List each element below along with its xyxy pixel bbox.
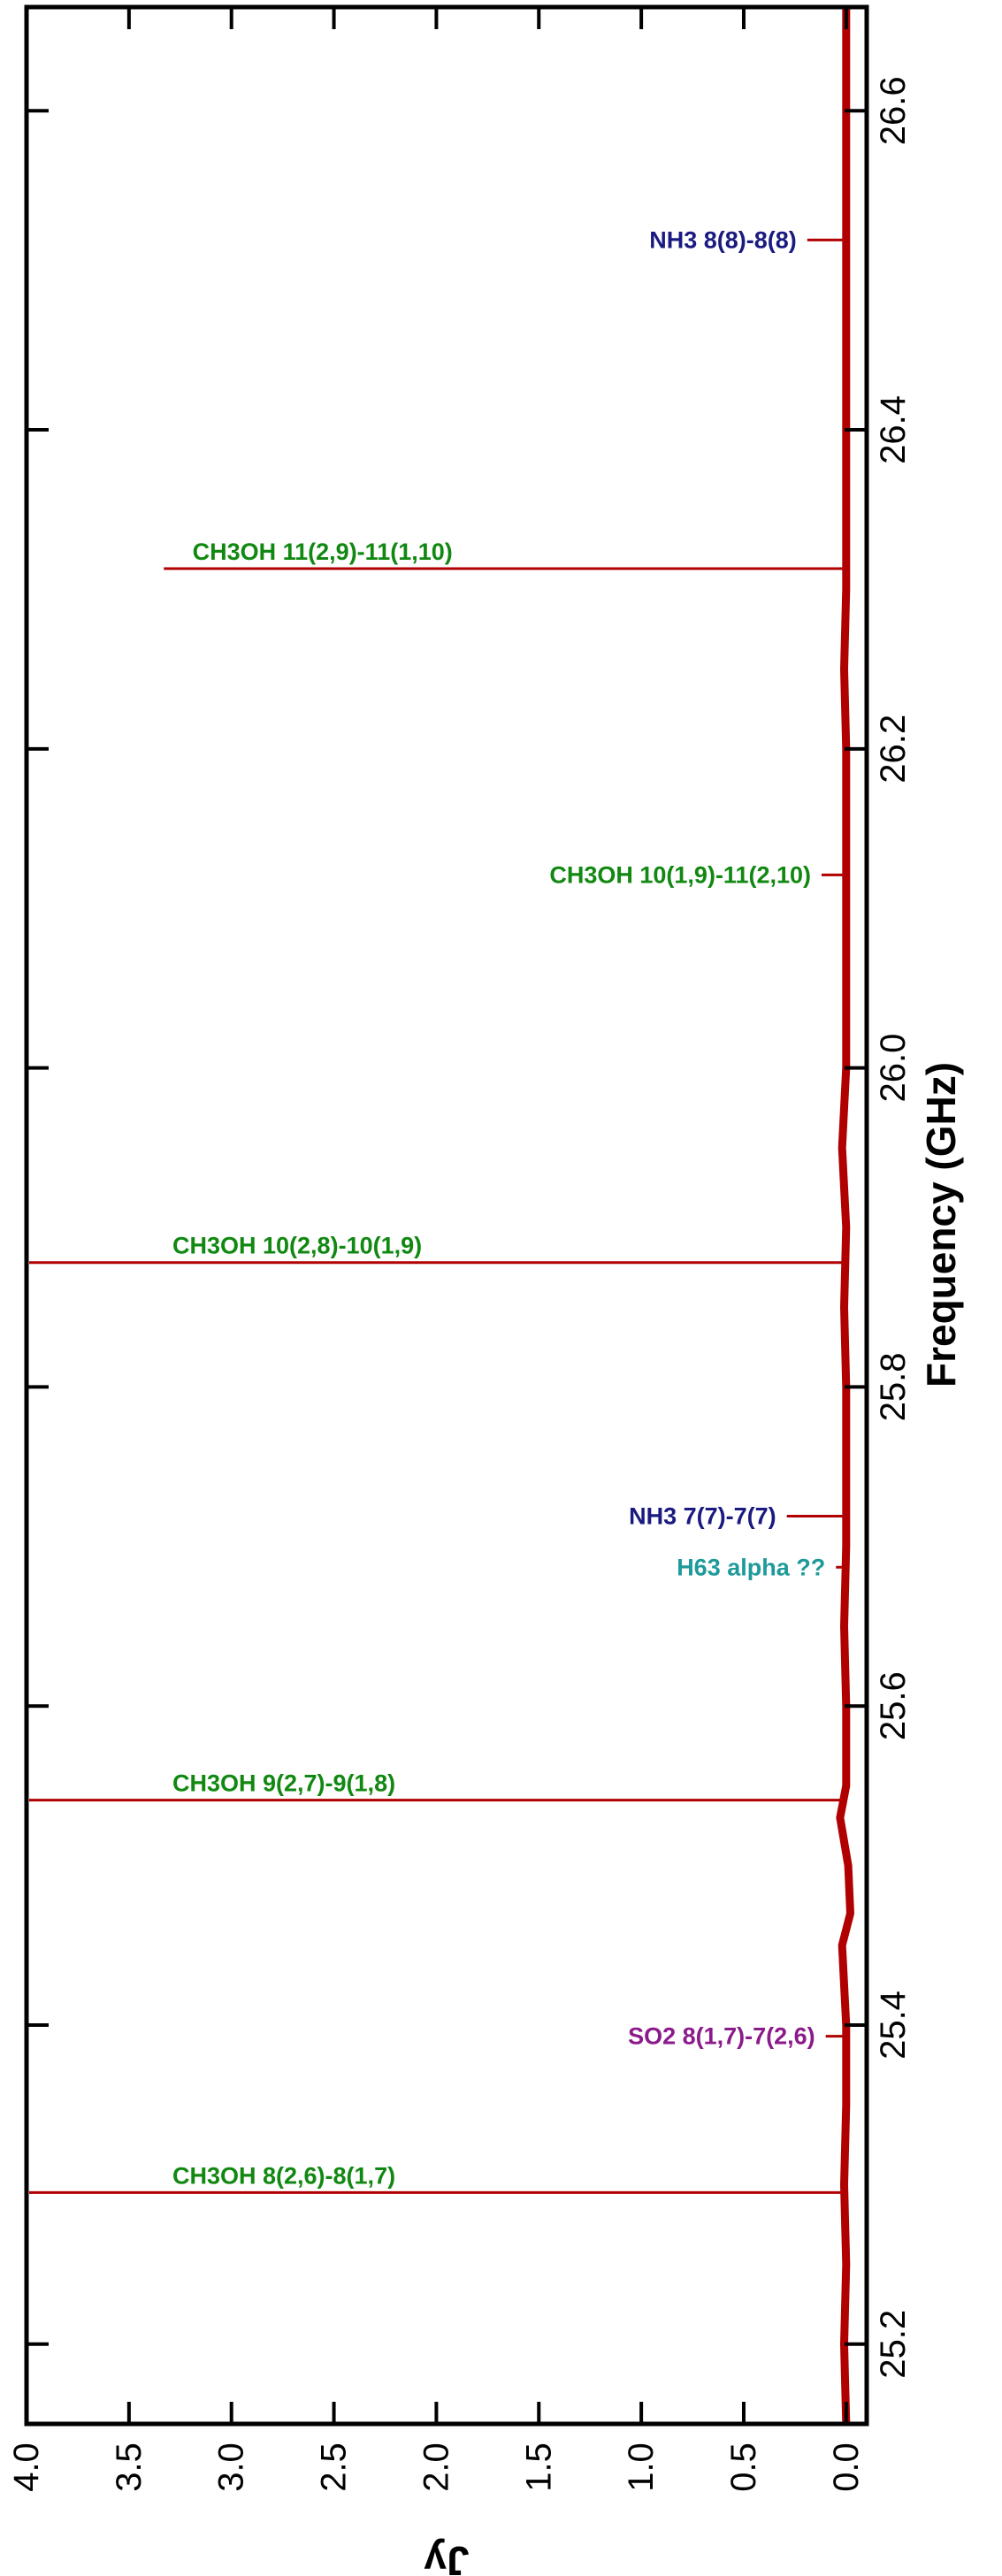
- plot-frame: [24, 4, 869, 2427]
- y-axis-title: Jy: [424, 2538, 470, 2576]
- flux-tick-label: 3.0: [212, 2442, 251, 2492]
- spectral-line-label: CH3OH 10(1,9)-11(2,10): [549, 861, 811, 888]
- spectrum-baseline: [836, 7, 854, 2425]
- spectral-line-label: NH3 8(8)-8(8): [649, 226, 797, 253]
- spectral-line-label: CH3OH 8(2,6)-8(1,7): [172, 2162, 395, 2189]
- frequency-tick-label: 26.4: [874, 395, 913, 464]
- flux-tick-label: 0.5: [724, 2442, 763, 2492]
- flux-tick-label: 4.0: [7, 2442, 46, 2492]
- x-axis-title: Frequency (GHz): [918, 1062, 964, 1387]
- spectrum-layer: [836, 7, 854, 2425]
- flux-tick-label: 1.0: [622, 2442, 661, 2492]
- flux-tick-label: 2.5: [315, 2442, 354, 2492]
- flux-tick-label: 0.0: [827, 2442, 866, 2492]
- frequency-tick-label: 25.6: [874, 1671, 913, 1740]
- frequency-tick-label: 26.0: [874, 1034, 913, 1103]
- spectral-line-label: H63 alpha ??: [677, 1554, 825, 1580]
- frequency-tick-label: 25.8: [874, 1352, 913, 1421]
- spectral-line-label: CH3OH 10(2,8)-10(1,9): [172, 1233, 422, 1259]
- spectral-line-label: CH3OH 9(2,7)-9(1,8): [172, 1770, 395, 1797]
- frequency-tick-label: 25.2: [874, 2310, 913, 2379]
- frequency-tick-label: 26.2: [874, 715, 913, 784]
- frequency-tick-label: 26.6: [874, 76, 913, 145]
- spectral-lines-layer: [29, 238, 846, 2194]
- flux-tick-label: 2.0: [417, 2442, 455, 2492]
- line-labels-layer: NH3 8(8)-8(8) CH3OH 11(2,9)-11(1,10) CH3OH…: [172, 226, 825, 2189]
- flux-tick-label: 3.5: [110, 2442, 149, 2492]
- flux-tick-label: 1.5: [519, 2442, 558, 2492]
- ticks-layer: 25.2 25.4 25.6 25.8 26.0 26.2 26.4 26.6 4.0 3.5 3.…: [7, 7, 913, 2492]
- spectral-line-label: SO2 8(1,7)-7(2,6): [628, 2023, 815, 2050]
- frequency-tick-label: 25.4: [874, 1991, 913, 2060]
- spectral-line-label: NH3 7(7)-7(7): [629, 1503, 776, 1530]
- spectral-line-label: CH3OH 11(2,9)-11(1,10): [193, 539, 453, 565]
